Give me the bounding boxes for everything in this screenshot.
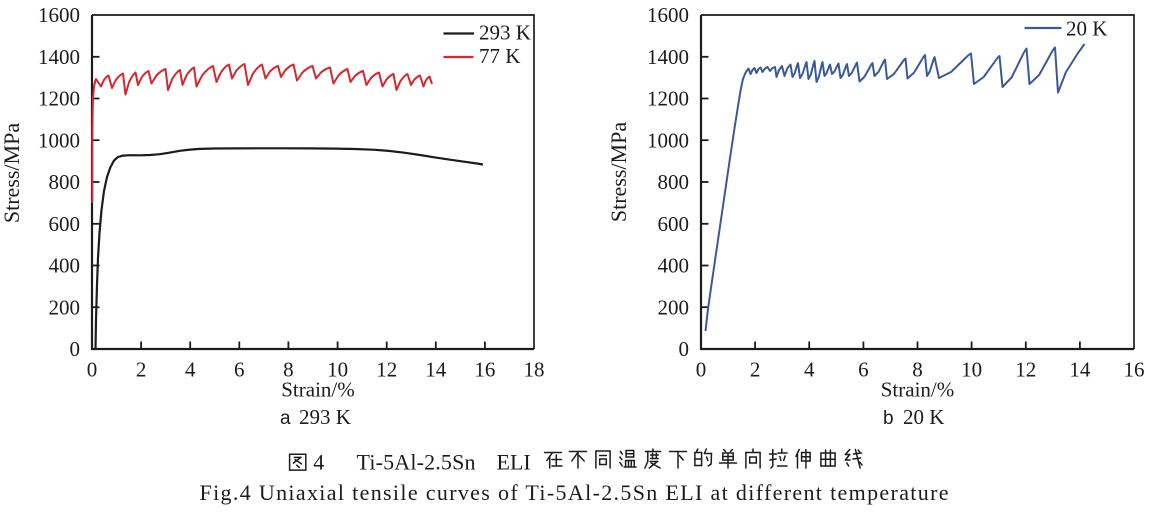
svg-text:12: 12 — [376, 358, 397, 382]
svg-text:Strain/%: Strain/% — [881, 378, 955, 402]
svg-text:16: 16 — [474, 358, 495, 382]
svg-text:800: 800 — [49, 170, 81, 194]
svg-text:1600: 1600 — [647, 3, 689, 27]
svg-text:4: 4 — [185, 358, 196, 382]
svg-text:0: 0 — [679, 337, 690, 361]
svg-text:1400: 1400 — [38, 45, 80, 69]
svg-text:20 K: 20 K — [903, 405, 944, 429]
svg-text:14: 14 — [425, 358, 447, 382]
svg-text:200: 200 — [49, 295, 81, 319]
svg-text:10: 10 — [961, 358, 982, 382]
svg-text:ELI: ELI — [497, 450, 531, 475]
svg-text:1400: 1400 — [647, 45, 689, 69]
svg-text:20 K: 20 K — [1066, 17, 1107, 41]
svg-text:b: b — [883, 408, 894, 429]
svg-text:1200: 1200 — [647, 87, 689, 111]
svg-text:16: 16 — [1124, 358, 1145, 382]
svg-text:293 K: 293 K — [479, 21, 531, 45]
svg-text:77 K: 77 K — [479, 44, 520, 68]
svg-text:1600: 1600 — [38, 3, 80, 27]
svg-text:600: 600 — [49, 212, 81, 236]
svg-text:Fig.4 Uniaxial tensile curves: Fig.4 Uniaxial tensile curves of Ti-5Al-… — [200, 480, 949, 505]
svg-text:800: 800 — [658, 170, 690, 194]
svg-text:a: a — [280, 408, 291, 429]
svg-text:600: 600 — [658, 212, 690, 236]
svg-text:14: 14 — [1069, 358, 1091, 382]
svg-text:2: 2 — [136, 358, 147, 382]
svg-text:0: 0 — [70, 337, 81, 361]
svg-text:1000: 1000 — [647, 128, 689, 152]
svg-text:Ti-5Al-2.5Sn: Ti-5Al-2.5Sn — [357, 450, 476, 475]
svg-text:4: 4 — [313, 450, 324, 475]
svg-text:1000: 1000 — [38, 128, 80, 152]
svg-text:0: 0 — [87, 358, 98, 382]
svg-text:0: 0 — [696, 358, 707, 382]
svg-text:400: 400 — [49, 254, 81, 278]
svg-text:400: 400 — [658, 254, 690, 278]
svg-text:200: 200 — [658, 295, 690, 319]
svg-text:12: 12 — [1015, 358, 1036, 382]
svg-text:Strain/%: Strain/% — [281, 378, 355, 402]
svg-text:Stress/MPa: Stress/MPa — [0, 123, 24, 223]
svg-text:2: 2 — [750, 358, 761, 382]
svg-text:4: 4 — [804, 358, 815, 382]
svg-text:6: 6 — [858, 358, 869, 382]
svg-text:18: 18 — [524, 358, 545, 382]
svg-text:1200: 1200 — [38, 87, 80, 111]
svg-text:Stress/MPa: Stress/MPa — [606, 122, 631, 222]
svg-text:293 K: 293 K — [299, 405, 351, 429]
svg-text:6: 6 — [234, 358, 245, 382]
